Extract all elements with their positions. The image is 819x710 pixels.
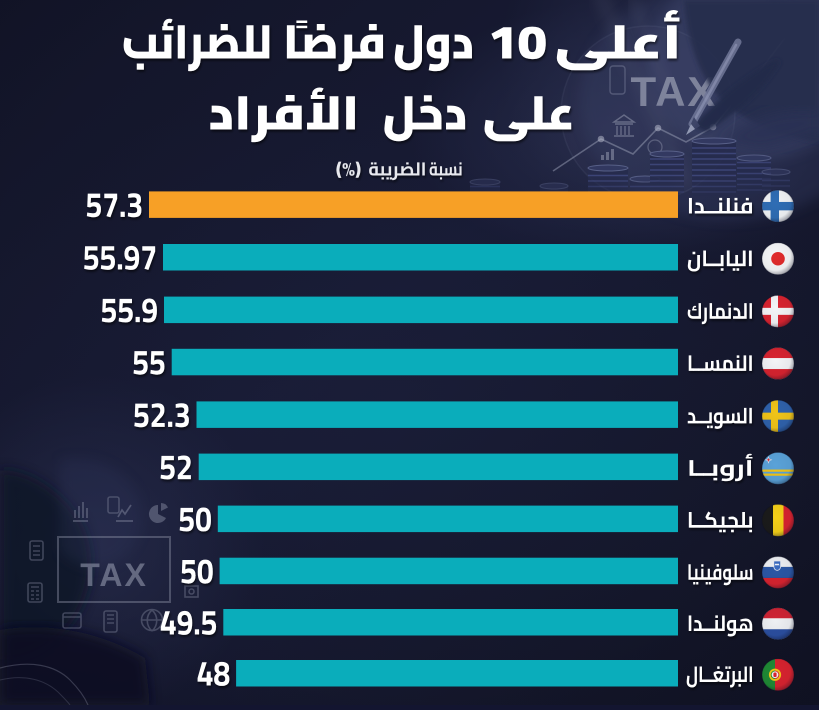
svg-text:TAX: TAX xyxy=(80,557,148,593)
